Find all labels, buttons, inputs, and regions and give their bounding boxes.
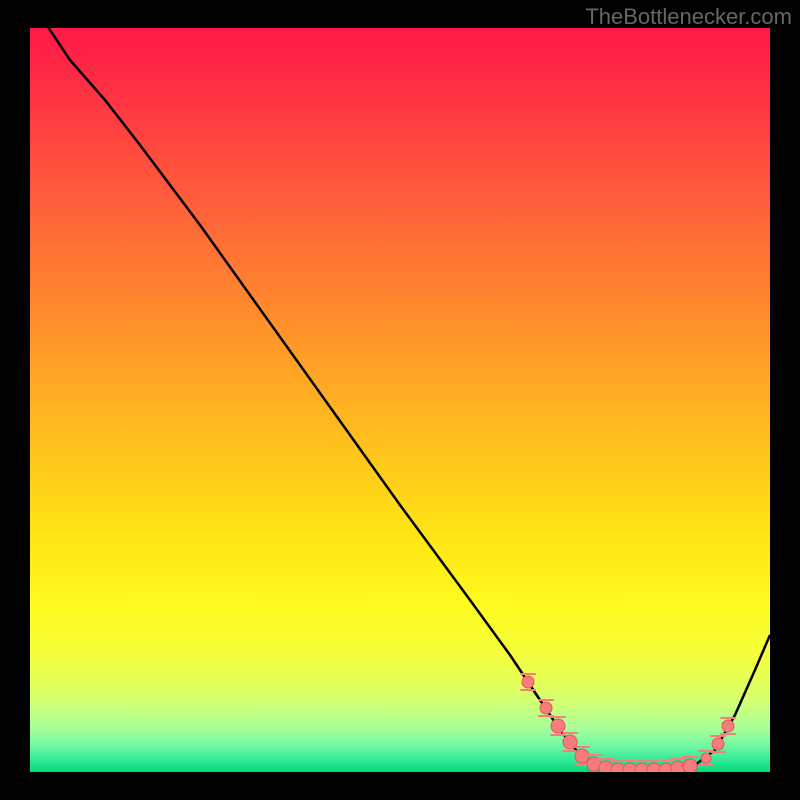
- marker-dot: [701, 753, 711, 763]
- marker-dot: [722, 720, 734, 732]
- marker-dot: [551, 719, 565, 733]
- chart-gradient-bg: [30, 28, 770, 772]
- bottleneck-chart: [0, 0, 800, 800]
- marker-dot: [540, 702, 552, 714]
- chart-container: TheBottlenecker.com: [0, 0, 800, 800]
- marker-dot: [712, 738, 724, 750]
- marker-dot: [683, 759, 697, 773]
- marker-dot: [522, 676, 534, 688]
- marker-dot: [575, 749, 589, 763]
- watermark-text: TheBottlenecker.com: [585, 4, 792, 30]
